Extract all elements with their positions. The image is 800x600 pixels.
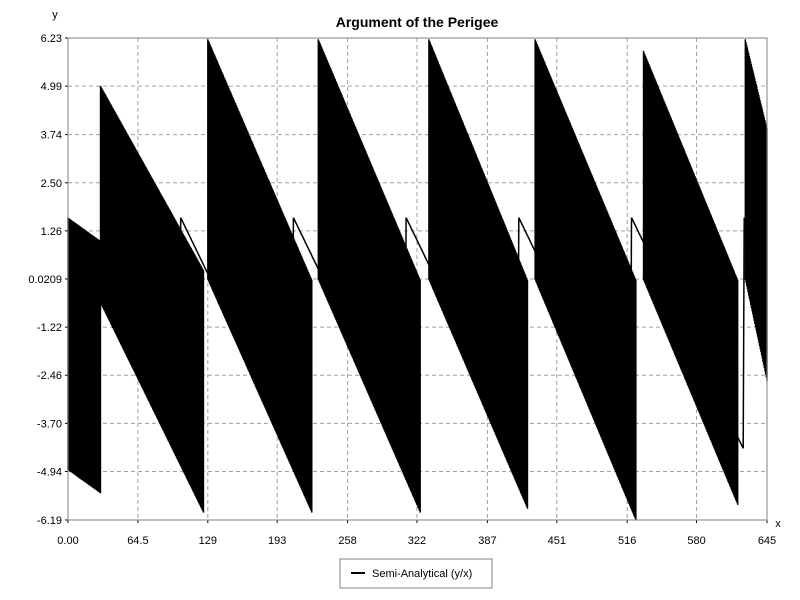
- y-tick-label: 4.99: [41, 81, 62, 93]
- x-tick-label: 516: [618, 535, 636, 547]
- y-tick-label: -1.22: [37, 322, 62, 334]
- series-segment-2: [207, 39, 313, 513]
- series-segment-1: [99, 85, 205, 513]
- y-tick-label: -6.19: [37, 515, 62, 527]
- x-tick-label: 64.5: [127, 535, 148, 547]
- chart-title: Argument of the Perigee: [336, 14, 499, 30]
- series-baseline: [67, 217, 768, 449]
- x-axis-label: x: [775, 518, 781, 530]
- y-axis-label: y: [52, 9, 58, 21]
- x-axis-ticks: 0.00 64.5 129 193 258 322 387 451 516 580 645: [57, 520, 776, 547]
- series-segment-5: [534, 39, 637, 521]
- series-segment-6: [642, 50, 739, 505]
- x-tick-label: 322: [408, 535, 426, 547]
- y-tick-label: -4.94: [37, 466, 62, 478]
- y-tick-label: 2.50: [41, 178, 62, 190]
- x-tick-label: 0.00: [57, 535, 78, 547]
- x-tick-label: 129: [199, 535, 217, 547]
- series-segment-3: [317, 39, 421, 513]
- x-tick-label: 580: [687, 535, 705, 547]
- legend-box: [339, 558, 493, 589]
- y-axis-ticks: 6.23 4.99 3.74 2.50 1.26 0.0209 -1.22 -2.46 -3.7…: [28, 33, 68, 527]
- series-segment-7: [744, 39, 768, 381]
- legend-label: Semi-Analytical (y/x): [372, 568, 472, 580]
- y-tick-label: 6.23: [41, 33, 62, 45]
- x-tick-label: 645: [758, 535, 776, 547]
- series-segment-0: [67, 217, 102, 494]
- x-tick-label: 258: [338, 535, 356, 547]
- x-tick-label: 193: [268, 535, 286, 547]
- y-tick-label: -3.70: [37, 418, 62, 430]
- data-series: [67, 39, 768, 521]
- y-tick-label: 0.0209: [28, 274, 62, 286]
- series-segment-4: [428, 39, 529, 509]
- y-tick-label: 3.74: [41, 130, 62, 142]
- x-tick-label: 451: [548, 535, 566, 547]
- y-tick-label: -2.46: [37, 370, 62, 382]
- y-tick-label: 1.26: [41, 226, 62, 238]
- plot-frame: [67, 37, 768, 521]
- x-tick-label: 387: [478, 535, 496, 547]
- legend: Semi-Analytical (y/x): [339, 558, 493, 589]
